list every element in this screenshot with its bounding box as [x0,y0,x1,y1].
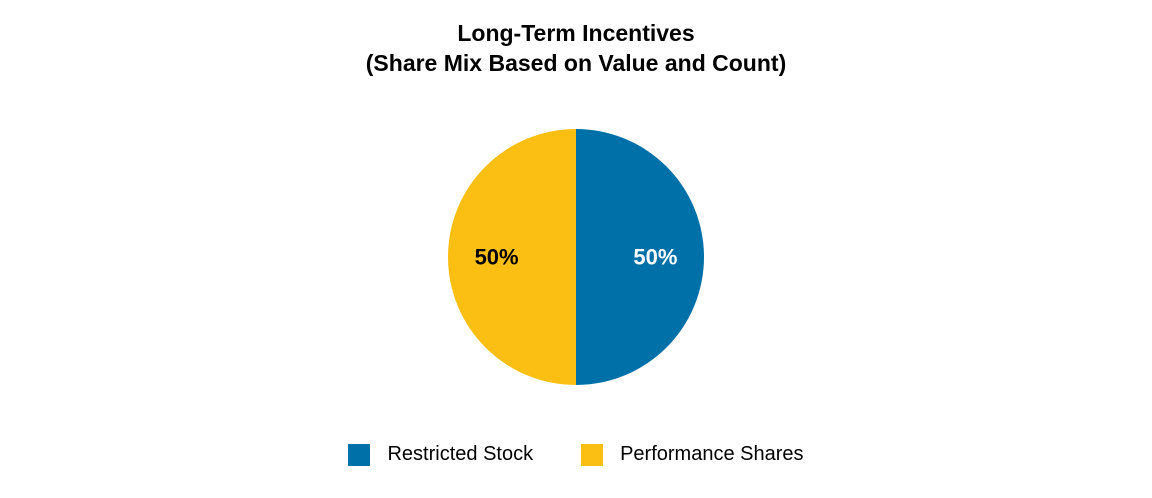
legend-label-performance-shares: Performance Shares [620,443,804,465]
pie-label-restricted-stock: 50% [633,245,677,270]
chart-title-line-1: Long-Term Incentives [457,20,695,46]
pie-label-performance-shares: 50% [475,245,519,270]
legend-item-performance-shares: Performance Shares [581,443,804,466]
chart-title: Long-Term Incentives (Share Mix Based on… [0,18,1152,78]
legend-swatch-performance-shares [581,443,604,466]
legend: Restricted Stock Performance Shares [0,443,1152,466]
pie-slice-performance-shares [448,129,576,385]
legend-item-restricted-stock: Restricted Stock [348,443,533,466]
pie-slice-restricted-stock [576,129,704,385]
legend-label-restricted-stock: Restricted Stock [387,443,534,465]
legend-swatch-restricted-stock [348,443,371,466]
chart-title-line-2: (Share Mix Based on Value and Count) [365,50,787,76]
